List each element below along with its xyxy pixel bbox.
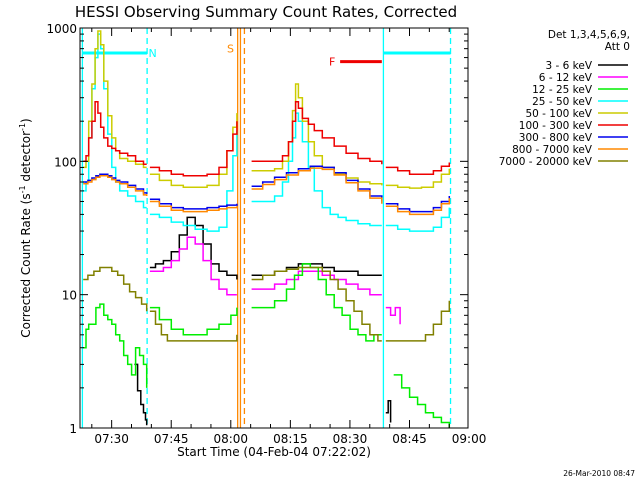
chart-title: HESSI Observing Summary Count Rates, Cor… — [75, 3, 457, 21]
series-line-1-segment-4 — [385, 400, 392, 423]
legend-label-2: 6 - 12 keV — [539, 72, 593, 84]
x-tick-label-5: 08:30 — [333, 432, 368, 446]
x-tick-label-4: 08:15 — [273, 432, 308, 446]
series-line-3-segment-1 — [83, 303, 148, 388]
x-tick-label-6: 08:45 — [392, 432, 427, 446]
date-stamp: 26-Mar-2010 08:47 — [563, 469, 635, 478]
x-tick-label-2: 07:45 — [154, 432, 189, 446]
flag-label-n-1: N — [149, 47, 157, 60]
y-axis-label-text: Corrected Count Rate (s-1 detector-1) — [18, 118, 33, 337]
series-line-5-segment-4 — [385, 168, 451, 189]
y-tick-label-2: 10 — [62, 289, 77, 303]
series-line-8-segment-3 — [251, 167, 383, 204]
series-line-6-segment-3 — [251, 100, 383, 165]
series-line-8-segment-4 — [385, 198, 451, 216]
legend-label-4: 25 - 50 keV — [532, 96, 593, 108]
legend-label-6: 100 - 300 keV — [519, 120, 593, 132]
legend-label-9: 7000 - 20000 keV — [499, 156, 593, 168]
series-line-9-segment-4 — [385, 300, 451, 342]
y-label-superscript: -1 — [18, 185, 27, 193]
legend-label-5: 50 - 100 keV — [525, 108, 592, 120]
series-line-7-segment-3 — [251, 165, 383, 202]
x-axis-label: Start Time (04-Feb-04 07:22:02) — [177, 445, 371, 459]
y-label-superscript: -1 — [18, 123, 27, 131]
y-axis-label: Corrected Count Rate (s-1 detector-1) — [18, 118, 33, 337]
y-tick-label-1: 1 — [69, 422, 77, 436]
legend-header-line-1: Det 1,3,4,5,6,9, — [548, 29, 630, 41]
series-line-2-segment-2 — [251, 270, 382, 296]
series-line-3-segment-4 — [393, 374, 451, 428]
series-line-4-segment-4 — [385, 207, 451, 232]
series-line-1-segment-2 — [149, 216, 238, 280]
y-tick-label-4: 1000 — [46, 22, 77, 36]
series-line-1-segment-1 — [134, 363, 148, 426]
series-line-8-segment-2 — [149, 200, 238, 213]
series-line-3-segment-3 — [251, 263, 382, 342]
legend-label-3: 12 - 25 keV — [532, 84, 593, 96]
legend-label-8: 800 - 7000 keV — [512, 144, 593, 156]
series-line-7-segment-2 — [149, 198, 238, 210]
series-line-9-segment-3 — [251, 266, 382, 342]
series-line-8-segment-1 — [83, 174, 148, 196]
series-line-3-segment-2 — [149, 306, 238, 336]
y-label-part: Corrected Count Rate (s — [19, 193, 33, 337]
y-label-part: detector — [19, 131, 33, 186]
legend-label-1: 3 - 6 keV — [545, 60, 592, 72]
legend-label-7: 300 - 800 keV — [519, 132, 593, 144]
series-line-6-segment-1 — [83, 100, 147, 166]
plot-area: N S F 1 10 100 1000 07:30 07:45 08:00 08:15 08:30 08… — [46, 22, 486, 459]
x-tick-label-1: 07:30 — [94, 432, 129, 446]
series-group — [83, 30, 451, 428]
x-tick-label-7: 09:00 — [452, 432, 487, 446]
series-line-1-segment-3 — [251, 263, 382, 276]
series-line-7-segment-4 — [385, 196, 451, 213]
y-label-part: ) — [19, 118, 33, 123]
series-line-6-segment-2 — [149, 121, 238, 177]
series-line-2-segment-3 — [385, 306, 401, 325]
series-line-6-segment-4 — [385, 162, 451, 176]
series-line-9-segment-1 — [83, 266, 148, 312]
flag-label-f-3: F — [329, 56, 335, 69]
series-line-4-segment-2 — [149, 130, 238, 232]
plot-frame — [79, 27, 469, 429]
series-line-9-segment-2 — [149, 310, 238, 342]
series-line-4-segment-3 — [251, 112, 382, 227]
y-tick-label-3: 100 — [54, 155, 77, 169]
legend-header-line-2: Att 0 — [605, 41, 630, 53]
x-tick-label-3: 08:00 — [213, 432, 248, 446]
series-line-2-segment-1 — [149, 236, 237, 296]
series-line-5-segment-3 — [251, 83, 383, 186]
flag-label-s-2: S — [227, 43, 234, 56]
